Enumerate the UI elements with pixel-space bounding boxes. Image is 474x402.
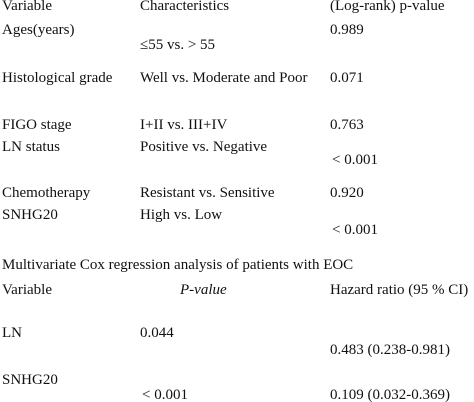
hazard-ratio: 0.109 (0.032-0.369) bbox=[330, 387, 450, 402]
variable: Ages(years) bbox=[2, 22, 75, 38]
header-p-value: (Log-rank) p-value bbox=[330, 0, 445, 14]
variable: SNHG20 bbox=[2, 372, 58, 388]
hazard-ratio: 0.483 (0.238-0.981) bbox=[330, 342, 450, 358]
p-value: 0.763 bbox=[330, 117, 364, 133]
variable: Chemotherapy bbox=[2, 185, 91, 201]
characteristics: High vs. Low bbox=[140, 207, 223, 223]
p-value: 0.044 bbox=[140, 325, 174, 341]
header-p-value: P-value bbox=[180, 282, 227, 298]
variable: LN bbox=[2, 325, 22, 341]
header-characteristics: Characteristics bbox=[140, 0, 230, 14]
p-value: < 0.001 bbox=[332, 152, 378, 168]
header-variable: Variable bbox=[2, 0, 52, 14]
p-value: 0.071 bbox=[330, 70, 364, 86]
header-hazard-ratio: Hazard ratio (95 % CI) bbox=[330, 282, 469, 298]
p-value: < 0.001 bbox=[142, 387, 188, 402]
variable: LN status bbox=[2, 139, 60, 155]
characteristics: Positive vs. Negative bbox=[140, 139, 268, 155]
characteristics: ≤55 vs. > 55 bbox=[140, 37, 216, 53]
p-value: 0.920 bbox=[330, 185, 364, 201]
p-value: 0.989 bbox=[330, 22, 364, 38]
variable: Histological grade bbox=[2, 70, 113, 86]
characteristics: Resistant vs. Sensitive bbox=[140, 185, 275, 201]
characteristics: I+II vs. III+IV bbox=[140, 117, 228, 133]
p-value: < 0.001 bbox=[332, 222, 378, 238]
variable: FIGO stage bbox=[2, 117, 72, 133]
characteristics: Well vs. Moderate and Poor bbox=[140, 70, 308, 86]
header-variable: Variable bbox=[2, 282, 52, 298]
section-title: Multivariate Cox regression analysis of … bbox=[2, 257, 354, 273]
variable: SNHG20 bbox=[2, 207, 58, 223]
